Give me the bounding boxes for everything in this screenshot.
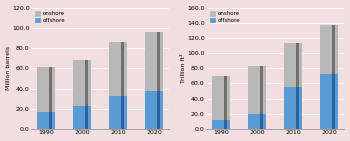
Bar bbox=[260, 66, 263, 114]
Bar bbox=[49, 112, 52, 129]
Bar bbox=[109, 42, 127, 96]
Bar bbox=[260, 114, 263, 129]
Bar bbox=[284, 43, 302, 87]
Bar bbox=[109, 96, 127, 129]
Bar bbox=[73, 106, 91, 129]
Bar bbox=[121, 96, 124, 129]
Bar bbox=[296, 43, 299, 87]
Bar bbox=[224, 120, 228, 129]
Bar bbox=[332, 25, 335, 74]
Bar bbox=[212, 76, 230, 120]
Bar bbox=[37, 112, 55, 129]
Bar bbox=[85, 60, 88, 106]
Bar bbox=[296, 87, 299, 129]
Bar bbox=[37, 67, 55, 112]
Bar bbox=[320, 74, 338, 129]
Bar bbox=[332, 74, 335, 129]
Y-axis label: Trillion ft³: Trillion ft³ bbox=[181, 54, 186, 83]
Bar bbox=[121, 42, 124, 96]
Bar bbox=[248, 114, 266, 129]
Bar bbox=[85, 106, 88, 129]
Bar bbox=[248, 66, 266, 114]
Bar bbox=[157, 91, 160, 129]
Bar bbox=[320, 25, 338, 74]
Bar bbox=[145, 91, 163, 129]
Bar bbox=[145, 32, 163, 91]
Legend: onshore, offshore: onshore, offshore bbox=[209, 10, 242, 24]
Y-axis label: Million barrels: Million barrels bbox=[6, 46, 10, 90]
Bar bbox=[284, 87, 302, 129]
Legend: onshore, offshore: onshore, offshore bbox=[34, 10, 66, 24]
Bar bbox=[212, 120, 230, 129]
Bar bbox=[73, 60, 91, 106]
Bar bbox=[49, 67, 52, 112]
Bar bbox=[157, 32, 160, 91]
Bar bbox=[224, 76, 228, 120]
